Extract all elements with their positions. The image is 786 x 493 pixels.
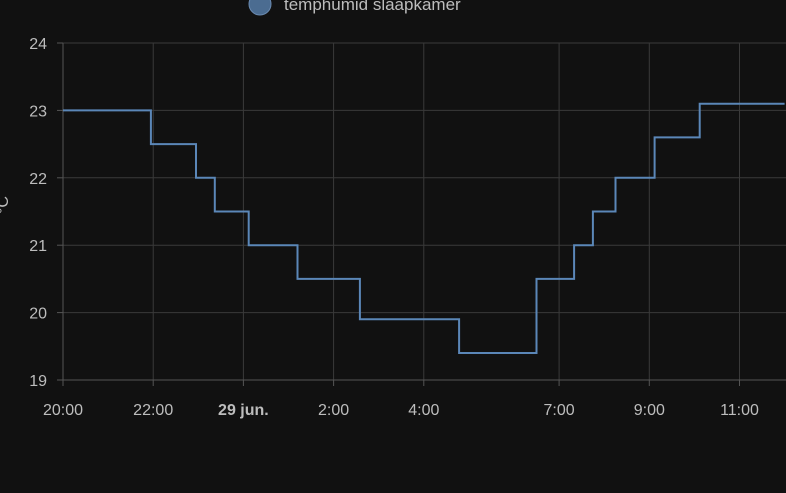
x-tick-label: 11:00 [720,402,759,419]
x-tick-label: 29 jun. [218,402,269,419]
y-tick-label: 24 [29,36,47,53]
y-tick-label: 21 [29,238,47,255]
x-tick-label: 9:00 [634,402,665,419]
y-tick-label: 22 [29,171,47,188]
legend[interactable]: temphumid slaapkamer [248,0,461,16]
x-tick-label: 20:00 [43,402,83,419]
grid-lines [62,42,786,381]
y-tick-label: 19 [29,373,47,390]
axes: 19 20 21 22 23 24 20:00 22:00 29 jun. 2:00 4:00 7:0… [29,36,786,419]
series-lines [63,102,785,354]
y-axis-label: °C [0,196,12,214]
series-line [63,102,785,354]
x-tick-label: 7:00 [544,402,575,419]
y-tick-label: 20 [29,306,47,323]
x-tick-label: 2:00 [318,402,349,419]
legend-swatch-icon [248,0,272,16]
y-tick-label: 23 [29,103,47,120]
x-tick-label: 22:00 [133,402,173,419]
x-tick-label: 4:00 [408,402,439,419]
legend-entry-label: temphumid slaapkamer [284,0,461,14]
